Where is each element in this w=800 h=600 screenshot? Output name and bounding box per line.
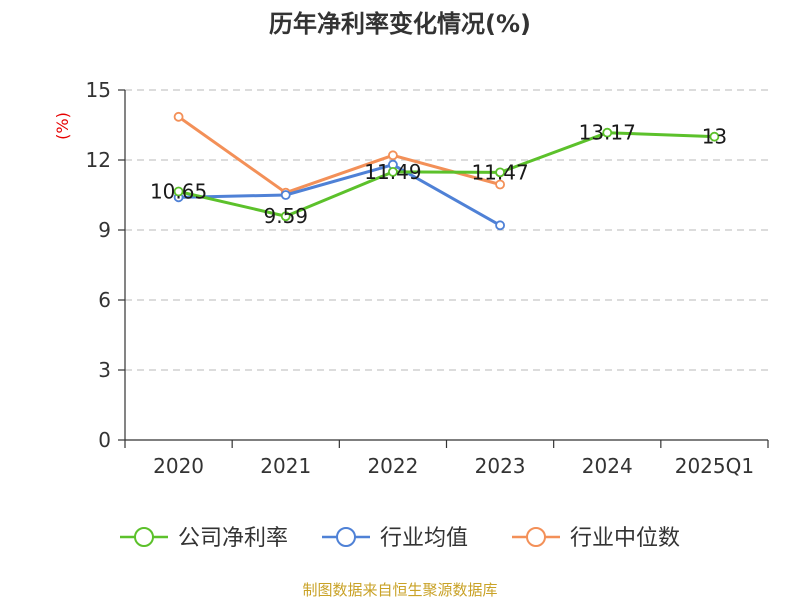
series-line [177, 115, 501, 195]
series-point [709, 131, 720, 142]
data-label: 11.47 [471, 160, 528, 184]
data-label: 13 [702, 125, 727, 149]
x-tick-label: 2021 [260, 454, 311, 478]
chart-title: 历年净利率变化情况(%) [269, 10, 531, 38]
series-point [388, 166, 398, 177]
y-tick-label: 15 [86, 78, 111, 102]
y-tick-label: 3 [98, 358, 111, 382]
x-tick-label: 2020 [153, 454, 204, 478]
legend[interactable]: 公司净利率 行业均值 行业中位数 [120, 526, 680, 551]
y-tick-label: 12 [86, 148, 111, 172]
legend-item[interactable]: 行业中位数 [512, 526, 680, 551]
legend-label: 行业均值 [380, 526, 468, 551]
series-point [388, 150, 398, 161]
series-point [495, 167, 505, 178]
source-note: 制图数据来自恒生聚源数据库 [302, 581, 497, 599]
y-tick-label: 0 [98, 428, 111, 452]
y-tick-label: 9 [98, 218, 111, 242]
series-line [178, 131, 715, 218]
grid-lines [125, 89, 768, 371]
series-point [173, 186, 184, 197]
series-line [178, 163, 501, 227]
x-tick-label: 2025Q1 [675, 454, 754, 478]
legend-marker [134, 527, 154, 547]
axes: 0 3 6 9 12 15 2020 2021 2022 2023 2024 2025Q1 [86, 78, 769, 478]
series-point [602, 127, 613, 138]
data-label: 9.59 [263, 204, 308, 228]
x-tick-label: 2024 [582, 454, 633, 478]
data-label: 13.17 [579, 121, 636, 145]
x-tick-label: 2022 [367, 454, 418, 478]
series-point [495, 179, 505, 190]
series-group [173, 111, 720, 231]
x-tick-label: 2023 [475, 454, 526, 478]
legend-item[interactable]: 公司净利率 [120, 526, 288, 551]
data-label: 10.65 [150, 180, 207, 204]
data-labels: 10.65 9.59 11.49 11.47 13.17 13 [150, 121, 727, 229]
legend-marker [526, 527, 546, 547]
series-point [173, 111, 184, 122]
data-label: 11.49 [364, 160, 421, 184]
series-point [495, 220, 505, 231]
legend-item[interactable]: 行业均值 [322, 526, 468, 551]
series-point [280, 211, 291, 222]
y-tick-label: 6 [98, 288, 111, 312]
legend-label: 行业中位数 [570, 526, 680, 551]
legend-label: 公司净利率 [178, 526, 288, 551]
legend-marker [336, 527, 356, 547]
y-axis-unit: (%) [53, 112, 72, 140]
series-point [280, 190, 291, 200]
